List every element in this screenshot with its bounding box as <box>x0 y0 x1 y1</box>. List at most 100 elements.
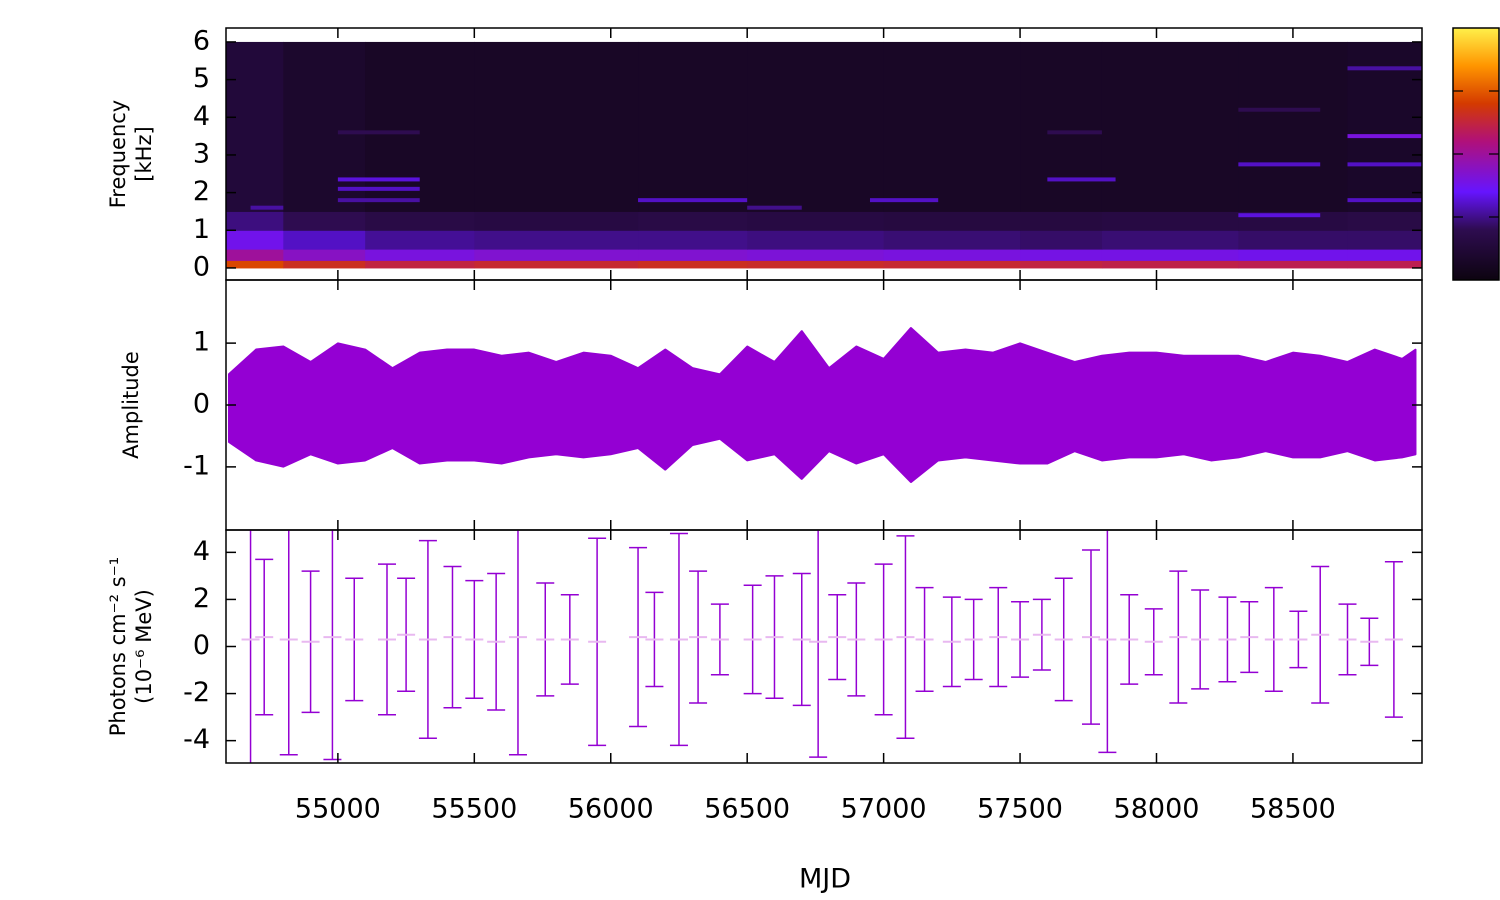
heatmap-cell <box>747 230 885 250</box>
heatmap-cell <box>747 211 885 231</box>
y-tick-label: -4 <box>183 724 210 755</box>
y-tick-label: 0 <box>193 630 210 661</box>
x-tick-label: 57500 <box>977 794 1063 825</box>
heatmap-cell <box>226 249 284 261</box>
heatmap-cell <box>883 230 1021 250</box>
panel <box>227 327 1417 483</box>
x-tick-label: 55500 <box>431 794 517 825</box>
spectral-line <box>869 198 939 203</box>
x-tick-label: 57000 <box>841 794 927 825</box>
heatmap-cell <box>638 211 748 231</box>
heatmap-cell <box>226 260 284 269</box>
heatmap-cell <box>226 41 284 212</box>
y-tick-label: 4 <box>193 101 210 132</box>
y-tick-label: 3 <box>193 138 210 169</box>
spectral-line <box>337 198 420 203</box>
heatmap-cell <box>474 260 639 269</box>
x-tick-label: 56000 <box>568 794 654 825</box>
heatmap-cell <box>1020 249 1103 261</box>
heatmap-cell <box>1020 260 1103 269</box>
heatmap-cell <box>1020 41 1103 212</box>
heatmap-cell <box>638 230 748 250</box>
y-tick-label: 1 <box>193 327 210 358</box>
y-tick-label: 1 <box>193 214 210 245</box>
y-tick-label: -2 <box>183 677 210 708</box>
heatmap-cell <box>365 230 475 250</box>
heatmap-cell <box>747 249 885 261</box>
y-tick-label: 0 <box>193 251 210 282</box>
heatmap-cell <box>365 249 475 261</box>
heatmap-cell <box>283 41 366 212</box>
heatmap-cell <box>1101 230 1239 250</box>
heatmap-cell <box>1238 260 1349 269</box>
x-tick-label: 58000 <box>1114 794 1200 825</box>
y-tick-label: 2 <box>193 176 210 207</box>
heatmap-cell <box>365 260 475 269</box>
x-tick-label: 55000 <box>295 794 381 825</box>
panel <box>241 530 1403 763</box>
spectral-line <box>638 198 748 203</box>
heatmap-cell <box>1020 230 1103 250</box>
heatmap-cell <box>1020 211 1103 231</box>
y-axis-label: Frequency <box>106 100 130 209</box>
heatmap-cell <box>474 249 639 261</box>
heatmap-cell <box>883 211 1021 231</box>
heatmap-cell <box>1238 249 1349 261</box>
y-tick-label: 0 <box>193 389 210 420</box>
panel <box>226 41 1422 269</box>
heatmap-cell <box>474 211 639 231</box>
heatmap-cell <box>474 41 639 212</box>
spectral-line <box>250 205 284 210</box>
y-axis-label: [kHz] <box>132 126 156 181</box>
y-tick-label: 4 <box>193 536 210 567</box>
heatmap-cell <box>1347 260 1422 269</box>
heatmap-cell <box>883 41 1021 212</box>
heatmap-cell <box>638 41 748 212</box>
heatmap-cell <box>1101 249 1239 261</box>
heatmap-cell <box>747 41 885 212</box>
y-tick-label: 5 <box>193 63 210 94</box>
heatmap-cell <box>638 249 748 261</box>
heatmap-cell <box>1347 249 1422 261</box>
spectral-line <box>337 186 420 191</box>
heatmap-cell <box>283 249 366 261</box>
heatmap-cell <box>1101 211 1239 231</box>
spectral-line <box>1347 198 1422 203</box>
x-tick-label: 58500 <box>1250 794 1336 825</box>
y-axis-label: Amplitude <box>119 351 143 459</box>
y-tick-label: -1 <box>183 450 210 481</box>
heatmap-cell <box>226 230 284 250</box>
amplitude-area <box>227 327 1417 406</box>
heatmap-cell <box>226 211 284 231</box>
heatmap-cell <box>365 211 475 231</box>
spectral-line <box>747 205 802 210</box>
x-axis-label: MJD <box>799 864 851 895</box>
heatmap-cell <box>283 211 366 231</box>
spectral-line <box>1047 130 1102 135</box>
spectral-line <box>337 130 420 135</box>
y-axis-label: Photons cm⁻² s⁻¹ <box>106 557 130 736</box>
y-tick-label: 2 <box>193 583 210 614</box>
spectral-line <box>1238 162 1321 167</box>
heatmap-cell <box>1347 230 1422 250</box>
spectral-line <box>1238 107 1321 112</box>
amplitude-area <box>227 404 1417 483</box>
heatmap-cell <box>1101 41 1239 212</box>
heatmap-cell <box>1347 211 1422 231</box>
y-tick-label: 6 <box>193 25 210 56</box>
heatmap-cell <box>365 41 475 212</box>
spectral-line <box>1238 213 1321 218</box>
heatmap-cell <box>283 230 366 250</box>
heatmap-cell <box>638 260 748 269</box>
heatmap-cell <box>1238 41 1349 212</box>
heatmap-cell <box>474 230 639 250</box>
heatmap-cell <box>1238 230 1349 250</box>
y-axis-label: (10⁻⁶ MeV) <box>132 589 156 704</box>
spectral-line <box>337 177 420 182</box>
heatmap-cell <box>883 260 1021 269</box>
heatmap-cell <box>283 260 366 269</box>
spectral-line <box>1347 162 1422 167</box>
spectral-line <box>1047 177 1116 182</box>
spectral-line <box>1347 134 1422 139</box>
